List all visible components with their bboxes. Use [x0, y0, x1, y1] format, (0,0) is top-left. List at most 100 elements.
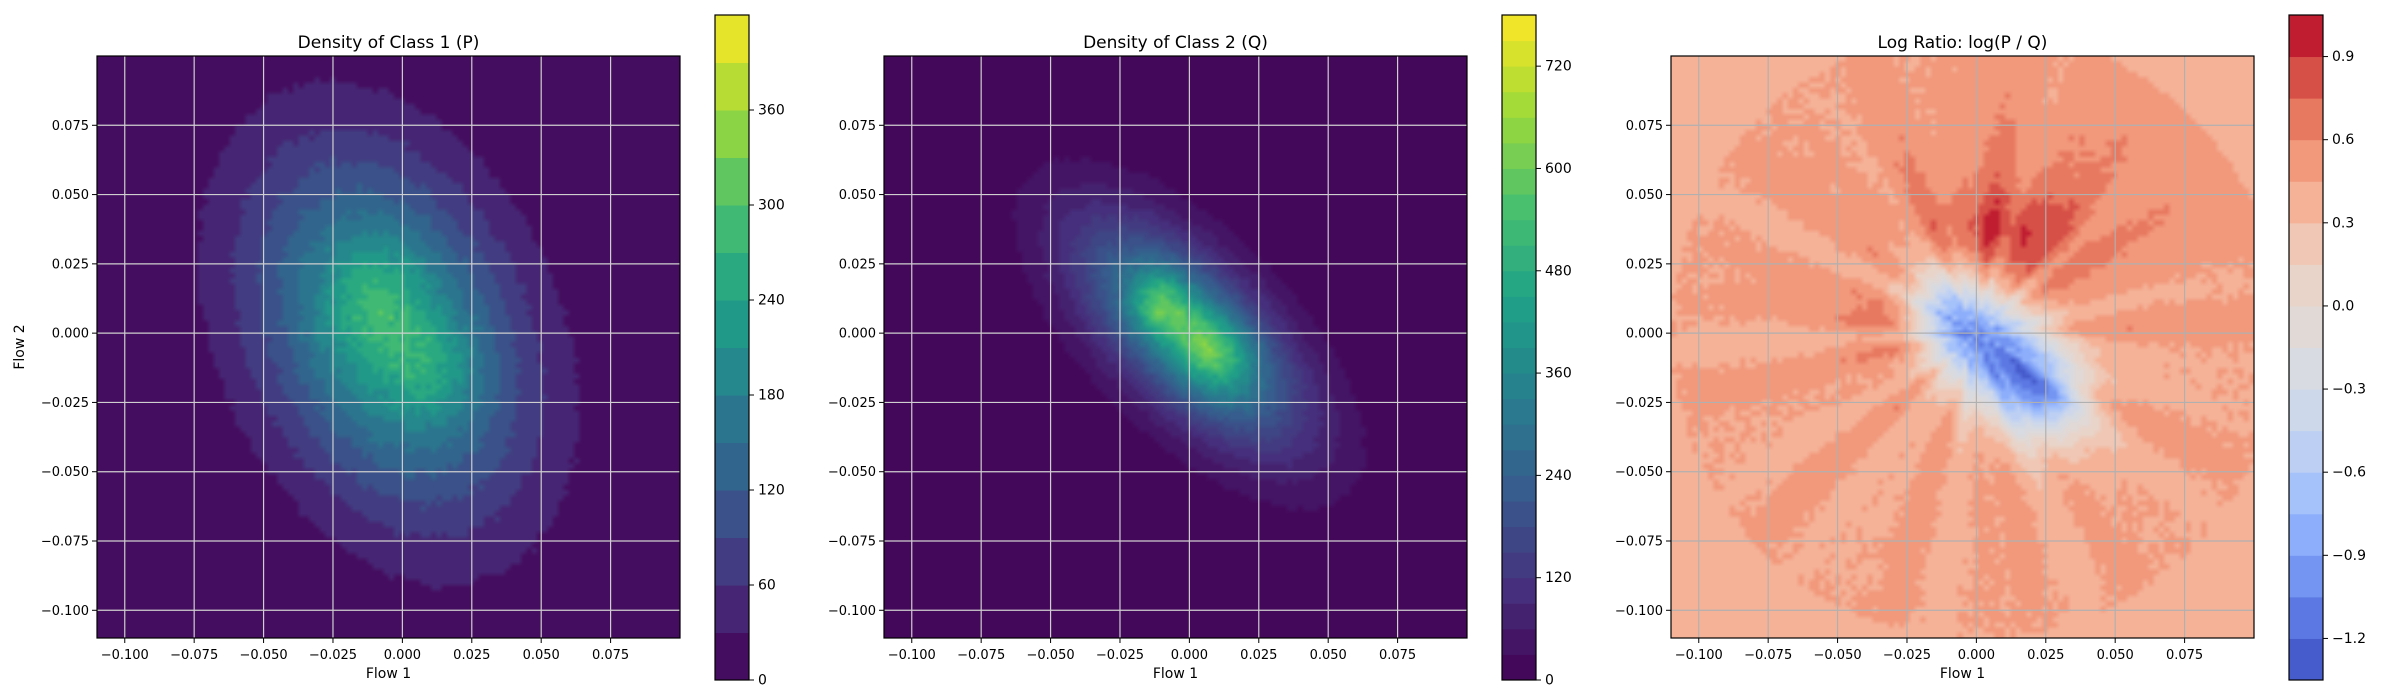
colorbar-level	[715, 585, 749, 633]
colorbar-level	[2289, 222, 2323, 265]
colorbar-level	[2289, 472, 2323, 515]
x-tick-label: 0.075	[1379, 648, 1416, 663]
colorbar-level	[1502, 500, 1536, 528]
x-tick-label: 0.050	[523, 648, 560, 663]
colorbar-level	[1502, 373, 1536, 400]
panel-1: −0.100 −0.075 −0.050 −0.025 0.000 0.025 0.050 0…	[12, 14, 785, 689]
colorbar-level	[2289, 15, 2323, 58]
axes-frame	[96, 55, 681, 639]
heatmap-image	[97, 56, 680, 638]
colorbar-level	[2289, 596, 2323, 639]
x-axis-label: Flow 1	[366, 666, 411, 682]
colorbar-level	[2289, 638, 2323, 681]
colorbar-level	[1502, 40, 1536, 67]
colorbar-level	[2289, 181, 2323, 224]
x-tick-label: −0.050	[1027, 648, 1075, 663]
colorbar-level	[715, 205, 749, 253]
colorbar-level	[1502, 219, 1536, 246]
y-tick-label: −0.025	[1615, 396, 1663, 411]
colorbar-level	[2289, 347, 2323, 390]
x-tick-label: 0.075	[592, 648, 629, 663]
panel-3: −0.100 −0.075 −0.050 −0.025 0.000 0.025 0.050 0…	[1615, 14, 2366, 682]
y-tick-label: −0.100	[1615, 604, 1663, 619]
colorbar-level	[1502, 449, 1536, 476]
colorbar-tick-label: 720	[1545, 59, 1572, 75]
panel-2: −0.100 −0.075 −0.050 −0.025 0.000 0.025 0.050 0…	[828, 14, 1572, 689]
heatmap-image	[884, 56, 1467, 638]
x-tick-label: −0.100	[1675, 648, 1723, 663]
colorbar-level	[715, 537, 749, 586]
y-tick-label: −0.050	[41, 465, 89, 480]
colorbar-level	[1502, 654, 1536, 681]
colorbar-level	[1502, 424, 1536, 451]
colorbar-level	[1502, 245, 1536, 272]
colorbar-tick-label: 60	[758, 578, 776, 594]
y-tick-label: −0.075	[828, 535, 876, 550]
y-tick-label: −0.025	[41, 396, 89, 411]
x-tick-label: −0.100	[101, 648, 149, 663]
colorbar-level	[715, 442, 749, 491]
x-tick-label: 0.050	[1310, 648, 1347, 663]
x-tick-label: −0.075	[1744, 648, 1792, 663]
x-axis-label: Flow 1	[1153, 666, 1198, 682]
x-tick-label: −0.050	[240, 648, 288, 663]
colorbar-level	[2289, 305, 2323, 348]
colorbar-tick-label: 0.6	[2332, 132, 2354, 148]
x-tick-label: −0.025	[309, 648, 357, 663]
chart-title: Log Ratio: log(P / Q)	[1878, 33, 2048, 53]
y-tick-label: −0.100	[41, 604, 89, 619]
colorbar-level	[1502, 117, 1536, 144]
x-tick-label: 0.000	[1958, 648, 1995, 663]
x-tick-label: −0.050	[1814, 648, 1862, 663]
x-tick-label: 0.025	[1240, 648, 1277, 663]
y-axis-label: Flow 2	[12, 324, 28, 369]
colorbar-level	[1502, 398, 1536, 425]
colorbar-level	[715, 632, 749, 681]
colorbar-level	[715, 395, 749, 443]
y-tick-label: 0.075	[839, 119, 876, 134]
x-axis-label: Flow 1	[1940, 666, 1985, 682]
colorbar-level	[2289, 56, 2323, 99]
colorbar-level	[715, 157, 749, 206]
x-tick-label: 0.025	[2027, 648, 2064, 663]
colorbar-tick-label: −1.2	[2332, 631, 2366, 647]
axes-frame	[883, 55, 1468, 639]
axes-frame	[1670, 55, 2255, 639]
colorbar-level	[2289, 513, 2323, 556]
colorbar-level	[715, 62, 749, 111]
y-tick-label: 0.025	[52, 257, 89, 272]
heatmap-image	[1671, 56, 2254, 638]
chart-title: Density of Class 1 (P)	[298, 33, 480, 53]
colorbar-level	[1502, 91, 1536, 118]
y-tick-label: −0.075	[41, 535, 89, 550]
colorbar-level	[1502, 142, 1536, 169]
colorbar-level	[715, 252, 749, 301]
x-tick-label: 0.000	[384, 648, 421, 663]
colorbar-tick-label: 0	[1545, 673, 1554, 689]
colorbar-level	[1502, 66, 1536, 93]
colorbar-tick-label: −0.6	[2332, 465, 2366, 481]
y-tick-label: 0.050	[1626, 188, 1663, 203]
colorbar-level	[715, 15, 749, 63]
colorbar: −1.2 −0.9 −0.6 −0.3 0.0 0.3 0.6 0.9	[2288, 14, 2366, 681]
y-tick-label: 0.000	[52, 327, 89, 342]
colorbar-level	[2289, 139, 2323, 182]
colorbar-level	[715, 300, 749, 348]
colorbar-tick-label: 180	[758, 388, 785, 404]
y-tick-label: −0.025	[828, 396, 876, 411]
colorbar-level	[715, 110, 749, 158]
colorbar-tick-label: 360	[1545, 366, 1572, 382]
colorbar-tick-label: 0.9	[2332, 49, 2354, 65]
colorbar-tick-label: 360	[758, 103, 785, 119]
y-tick-label: 0.025	[839, 257, 876, 272]
y-tick-label: −0.050	[1615, 465, 1663, 480]
colorbar-tick-label: 240	[1545, 468, 1572, 484]
colorbar-level	[1502, 526, 1536, 553]
y-tick-label: 0.025	[1626, 257, 1663, 272]
colorbar-level	[2289, 430, 2323, 473]
x-tick-label: −0.025	[1096, 648, 1144, 663]
colorbar-frame	[2288, 14, 2324, 681]
colorbar-level	[2289, 264, 2323, 307]
colorbar-tick-label: 480	[1545, 263, 1572, 279]
